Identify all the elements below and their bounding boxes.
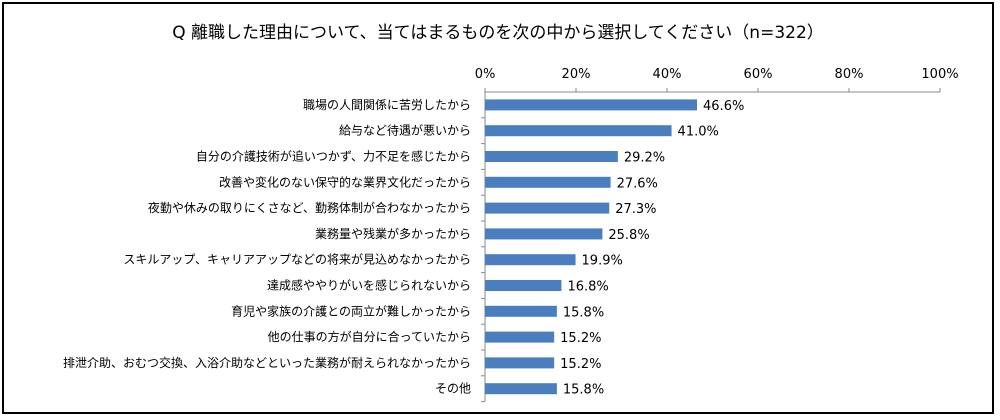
- bar: [485, 125, 672, 137]
- bar: [485, 228, 603, 240]
- bar: [485, 357, 555, 369]
- data-label: 15.8%: [563, 383, 604, 398]
- category-label: その他: [435, 382, 471, 396]
- bar: [485, 151, 618, 162]
- category-label: 達成感ややりがいを感じられないから: [267, 278, 471, 293]
- category-label: 職場の人間関係に苦労したから: [303, 98, 471, 112]
- data-label: 19.9%: [582, 254, 623, 269]
- bar: [485, 383, 557, 395]
- data-label: 15.2%: [560, 357, 601, 372]
- x-tick-label: 60%: [744, 67, 773, 82]
- x-tick-label: 0%: [475, 67, 496, 82]
- bar: [485, 305, 557, 317]
- category-label: 自分の介護技術が追いつかず、力不足を感じたから: [196, 149, 471, 164]
- x-tick-label: 40%: [653, 67, 682, 82]
- bar: [485, 331, 555, 343]
- data-label: 15.2%: [560, 331, 601, 346]
- category-label: 業務量や残業が多かったから: [315, 226, 471, 241]
- bar: [485, 99, 698, 111]
- data-label: 27.3%: [615, 202, 656, 217]
- bar: [485, 202, 610, 214]
- category-label: 他の仕事の方が自分に合っていたから: [268, 329, 471, 344]
- bar: [485, 254, 576, 266]
- data-label: 27.6%: [617, 176, 658, 191]
- data-label: 16.8%: [567, 280, 608, 295]
- data-label: 25.8%: [608, 228, 649, 243]
- bar: [485, 176, 611, 188]
- data-label: 41.0%: [678, 125, 719, 140]
- category-label: 改善や変化のない保守的な業界文化だったから: [219, 174, 471, 189]
- x-tick-label: 100%: [921, 67, 958, 82]
- bar: [485, 280, 562, 291]
- x-tick-label: 80%: [835, 67, 864, 82]
- category-label: 夜勤や休みの取りにくさなど、勤務体制が合わなかったから: [148, 200, 471, 215]
- chart-title: Q 離職した理由について、当てはまるものを次の中から選択してください（n=322…: [172, 23, 824, 43]
- category-label: 育児や家族の介護との両立が難しかったから: [231, 303, 471, 318]
- category-label: スキルアップ、キャリアアップなどの将来が見込めなかったから: [123, 252, 471, 267]
- category-label: 給与など待遇が悪いから: [339, 123, 471, 138]
- data-label: 29.2%: [624, 151, 665, 166]
- category-label: 排泄介助、おむつ交換、入浴介助などといった業務が耐えられなかったから: [63, 355, 471, 370]
- data-label: 15.8%: [563, 305, 604, 320]
- data-label: 46.6%: [703, 99, 744, 114]
- x-tick-label: 20%: [562, 67, 591, 82]
